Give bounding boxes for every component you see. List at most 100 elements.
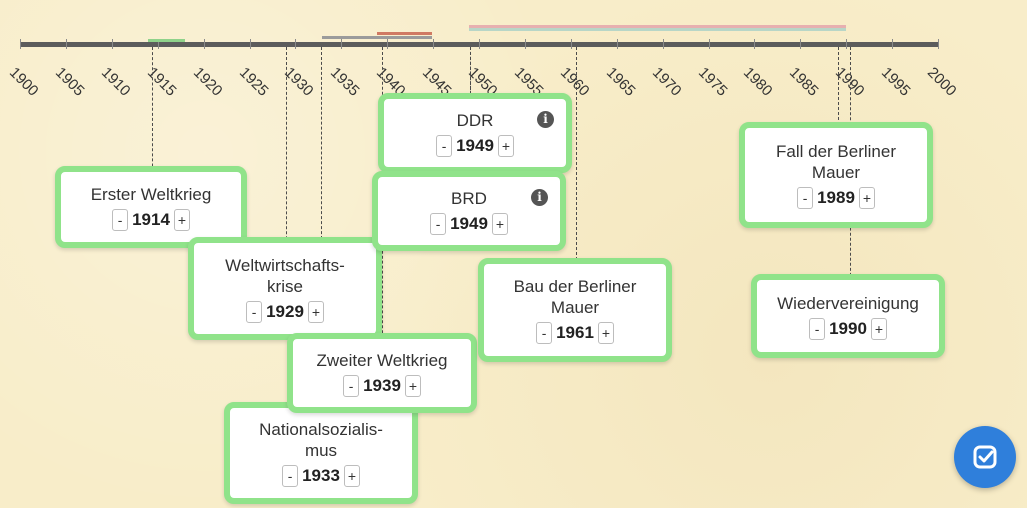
- tick-label-1910: 1910: [97, 64, 134, 100]
- tick-label-1900: 1900: [5, 64, 42, 100]
- tick-1905: [65, 39, 67, 49]
- event-card-fall-der-berliner-mauer[interactable]: Fall der Berliner Mauer -1989 +: [739, 122, 933, 228]
- range-bar-brd: [469, 28, 846, 31]
- decrement-year-button[interactable]: -: [797, 187, 814, 209]
- tick-1940: [387, 39, 389, 49]
- event-title: Bau der Berliner Mauer: [513, 277, 637, 317]
- event-card-ddr[interactable]: DDR -1949 + i: [378, 93, 572, 173]
- event-title: DDR: [456, 110, 494, 130]
- decrement-year-button[interactable]: -: [536, 322, 553, 344]
- range-bar-ddr: [469, 25, 846, 28]
- event-year: 1961: [556, 323, 594, 342]
- year-stepper: -1949 +: [430, 212, 508, 235]
- decrement-year-button[interactable]: -: [282, 465, 299, 487]
- event-title: BRD: [451, 188, 487, 208]
- tick-1915: [157, 39, 159, 49]
- tick-label-1965: 1965: [602, 64, 639, 100]
- tick-1970: [662, 39, 664, 49]
- range-bar-nationalsozialismus: [322, 36, 432, 39]
- increment-year-button[interactable]: +: [497, 134, 514, 157]
- tick-1930: [295, 39, 297, 49]
- year-stepper: -1933 +: [282, 465, 360, 487]
- decrement-year-button[interactable]: -: [343, 374, 360, 397]
- year-stepper: -1914 +: [112, 208, 190, 231]
- tick-1975: [708, 39, 710, 49]
- tick-label-1920: 1920: [189, 64, 226, 100]
- increment-year-button[interactable]: +: [173, 208, 190, 231]
- info-icon[interactable]: i: [531, 189, 548, 206]
- tick-label-1935: 1935: [327, 64, 363, 100]
- event-title: Wiedervereinigung: [777, 293, 919, 313]
- tick-label-1975: 1975: [694, 64, 731, 100]
- connector-weltwirtschaftskrise: [286, 47, 287, 289]
- tick-1950: [479, 39, 480, 49]
- event-year: 1949: [456, 135, 494, 155]
- event-title: Weltwirtschafts- krise: [225, 255, 345, 296]
- tick-label-1905: 1905: [51, 64, 88, 100]
- check-icon: [973, 445, 997, 469]
- tick-1920: [203, 39, 205, 49]
- tick-label-1980: 1980: [740, 64, 776, 100]
- event-title: Erster Weltkrieg: [90, 184, 212, 204]
- event-year: 1990: [829, 318, 867, 338]
- event-title: Nationalsozialis- mus: [259, 420, 383, 460]
- tick-2000: [938, 39, 939, 49]
- tick-1910: [111, 39, 113, 49]
- tick-1965: [616, 39, 618, 49]
- range-bar-erster-weltkrieg: [148, 39, 185, 42]
- tick-1985: [800, 39, 802, 49]
- tick-1945: [433, 39, 435, 49]
- event-card-brd[interactable]: BRD -1949 + i: [372, 171, 566, 251]
- tick-1980: [754, 39, 756, 49]
- tick-label-1915: 1915: [143, 64, 180, 100]
- increment-year-button[interactable]: +: [343, 465, 360, 487]
- increment-year-button[interactable]: +: [307, 300, 324, 323]
- increment-year-button[interactable]: +: [404, 374, 421, 397]
- decrement-year-button[interactable]: -: [436, 134, 453, 157]
- check-button[interactable]: [954, 426, 1016, 488]
- tick-label-2000: 2000: [923, 64, 960, 100]
- tick-1935: [341, 39, 343, 49]
- tick-1960: [570, 39, 572, 49]
- decrement-year-button[interactable]: -: [246, 300, 263, 323]
- range-bar-zweiter-weltkrieg: [377, 32, 432, 35]
- event-year: 1989: [817, 188, 855, 207]
- connector-fall-der-berliner-mauer: [838, 47, 839, 175]
- tick-label-1985: 1985: [786, 64, 822, 100]
- event-title: Fall der Berliner Mauer: [776, 142, 896, 182]
- event-card-nationalsozialismus[interactable]: Nationalsozialis- mus -1933 +: [224, 402, 418, 504]
- info-icon[interactable]: i: [537, 111, 554, 128]
- event-card-weltwirtschaftskrise[interactable]: Weltwirtschafts- krise -1929 +: [188, 237, 382, 340]
- event-year: 1933: [302, 466, 340, 485]
- event-card-zweiter-weltkrieg[interactable]: Zweiter Weltkrieg -1939 +: [287, 333, 477, 413]
- event-year: 1939: [363, 375, 401, 395]
- tick-1955: [524, 39, 526, 49]
- event-year: 1949: [450, 213, 488, 233]
- tick-label-1995: 1995: [878, 64, 914, 100]
- increment-year-button[interactable]: +: [870, 317, 887, 340]
- event-card-bau-der-berliner-mauer[interactable]: Bau der Berliner Mauer -1961 +: [478, 258, 672, 362]
- connector-erster-weltkrieg: [152, 47, 153, 207]
- tick-1990: [846, 39, 848, 49]
- decrement-year-button[interactable]: -: [809, 317, 826, 340]
- increment-year-button[interactable]: +: [597, 322, 614, 344]
- increment-year-button[interactable]: +: [858, 187, 875, 209]
- tick-label-1970: 1970: [648, 64, 685, 100]
- tick-1995: [892, 39, 894, 49]
- event-card-erster-weltkrieg[interactable]: Erster Weltkrieg -1914 +: [55, 166, 247, 248]
- decrement-year-button[interactable]: -: [430, 212, 447, 235]
- tick-1925: [249, 39, 251, 49]
- tick-label-1925: 1925: [235, 64, 272, 100]
- year-stepper: -1949 +: [436, 134, 514, 157]
- event-title: Zweiter Weltkrieg: [316, 350, 448, 370]
- year-stepper: -1929 +: [246, 300, 324, 323]
- year-stepper: -1990 +: [809, 317, 887, 340]
- event-year: 1929: [266, 301, 304, 321]
- year-stepper: -1961 +: [536, 322, 614, 344]
- decrement-year-button[interactable]: -: [112, 208, 129, 231]
- event-year: 1914: [132, 209, 170, 229]
- event-card-wiedervereinigung[interactable]: Wiedervereinigung -1990 +: [751, 274, 945, 358]
- increment-year-button[interactable]: +: [491, 212, 508, 235]
- year-stepper: -1939 +: [343, 374, 421, 397]
